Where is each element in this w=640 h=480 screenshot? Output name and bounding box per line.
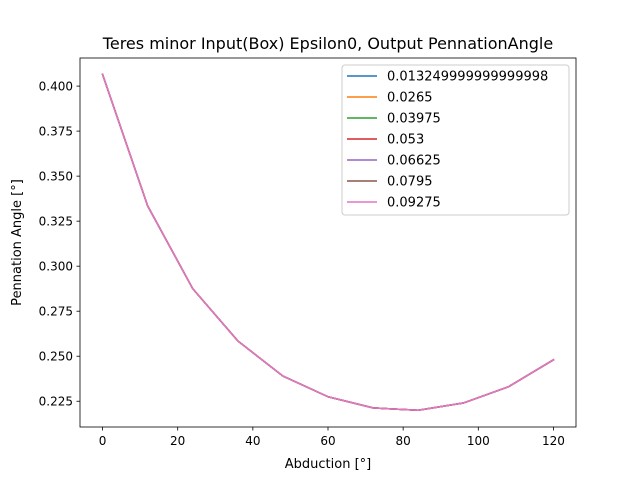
y-tick-label: 0.325 bbox=[39, 214, 73, 228]
x-tick-label: 80 bbox=[396, 434, 411, 448]
x-tick-label: 40 bbox=[245, 434, 260, 448]
x-tick-label: 60 bbox=[320, 434, 335, 448]
series-line-7 bbox=[101, 73, 555, 411]
y-tick-label: 0.350 bbox=[39, 169, 73, 183]
y-axis-label: Pennation Angle [°] bbox=[10, 179, 25, 306]
legend-label-2: 0.0265 bbox=[387, 91, 433, 106]
chart-title: Teres minor Input(Box) Epsilon0, Output … bbox=[102, 34, 553, 53]
legend-box bbox=[341, 64, 570, 216]
y-tick-label: 0.275 bbox=[39, 305, 73, 319]
y-tick-label: 0.375 bbox=[39, 124, 73, 138]
y-tick-label: 0.300 bbox=[39, 259, 73, 273]
x-tick-label: 20 bbox=[170, 434, 185, 448]
x-tick-label: 120 bbox=[542, 434, 565, 448]
x-axis: 0 20 40 60 80 100 120 bbox=[99, 427, 565, 448]
series-layer bbox=[101, 73, 555, 411]
legend-label-3: 0.03975 bbox=[387, 112, 441, 127]
legend-label-4: 0.053 bbox=[387, 133, 424, 148]
y-axis: 0.225 0.250 0.275 0.300 0.325 0.350 0.375 0.400 bbox=[39, 79, 80, 409]
x-tick-label: 0 bbox=[99, 434, 107, 448]
legend-items: 0.013249999999999998 0.0265 0.03975 0.053 0.… bbox=[347, 70, 548, 211]
y-tick-label: 0.250 bbox=[39, 350, 73, 364]
legend-label-7: 0.09275 bbox=[387, 196, 441, 211]
legend-label-1: 0.013249999999999998 bbox=[387, 70, 548, 85]
legend-label-6: 0.0795 bbox=[387, 175, 433, 190]
legend: 0.013249999999999998 0.0265 0.03975 0.053 0.… bbox=[341, 64, 570, 216]
x-tick-label: 100 bbox=[467, 434, 490, 448]
y-tick-label: 0.400 bbox=[39, 79, 73, 93]
legend-label-5: 0.06625 bbox=[387, 154, 441, 169]
y-tick-label: 0.225 bbox=[39, 395, 73, 409]
x-axis-label: Abduction [°] bbox=[285, 457, 371, 472]
